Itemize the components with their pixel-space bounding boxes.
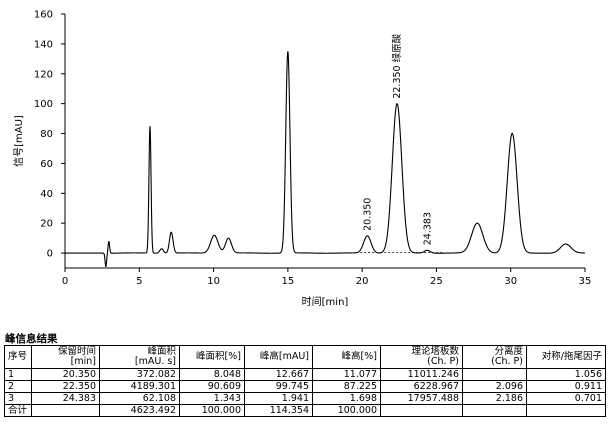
y-tick-label: 80 — [40, 129, 53, 140]
column-header: 理论塔板数 (Ch. P) — [380, 345, 463, 369]
series-line-signal — [65, 51, 586, 267]
column-header-line: 理论塔板数 — [411, 346, 459, 357]
x-tick-label: 20 — [356, 276, 369, 287]
x-tick-label: 0 — [62, 276, 68, 287]
table-cell: 0.911 — [526, 380, 606, 393]
table-cell: 4623.492 — [99, 404, 180, 417]
column-header-line: 峰面积[%] — [196, 351, 241, 362]
table-cell: 合计 — [4, 404, 32, 417]
table-cell: 1 — [4, 368, 32, 381]
table-row: 3 24.383 62.108 1.343 1.941 1.698 17957.488 2.1… — [4, 392, 606, 405]
column-header-line: 峰高[mAU] — [259, 351, 309, 362]
column-header-line: 保留时间 — [57, 346, 96, 357]
column-header-line: 序号 — [8, 351, 28, 362]
peak-label: 22.350 绿原酸 — [391, 33, 403, 98]
y-tick-label: 100 — [34, 99, 53, 110]
column-header-line: 对称/拖尾因子 — [541, 351, 602, 362]
column-header-line: [min] — [70, 356, 96, 367]
chart-axes — [64, 14, 585, 269]
table-cell: 99.745 — [244, 380, 313, 393]
x-tick-label: 10 — [207, 276, 220, 287]
column-header: 对称/拖尾因子 — [526, 345, 606, 369]
column-header: 序号 — [4, 345, 32, 369]
y-tick-label: 140 — [34, 39, 53, 50]
peak-results-table: 序号 保留时间 [min] 峰面积 [mAU. s] 峰面积[%] 峰高[mAU] 峰高[%]… — [4, 345, 606, 417]
table-cell — [31, 404, 100, 417]
column-header: 分离度 (Ch. P) — [462, 345, 527, 369]
y-tick-label: 120 — [34, 69, 53, 80]
table-cell: 22.350 — [31, 380, 100, 393]
chart-ticks: 0 5 10 15 20 25 30 35 0 20 40 60 80 100 120 140 160 — [34, 10, 591, 288]
y-tick-label: 40 — [40, 189, 53, 200]
table-cell: 2.096 — [462, 380, 527, 393]
table-title: 峰信息结果 — [5, 333, 58, 345]
table-cell: 12.667 — [244, 368, 313, 381]
table-cell: 1.056 — [526, 368, 606, 381]
table-cell: 20.350 — [31, 368, 100, 381]
x-tick-label: 25 — [430, 276, 443, 287]
table-cell: 1.698 — [312, 392, 381, 405]
table-cell: 11.077 — [312, 368, 381, 381]
column-header: 峰面积[%] — [179, 345, 245, 369]
table-row: 2 22.350 4189.301 90.609 99.745 87.225 6228.96… — [4, 380, 606, 393]
table-cell: 4189.301 — [99, 380, 180, 393]
x-tick-label: 15 — [281, 276, 294, 287]
table-cell: 87.225 — [312, 380, 381, 393]
table-cell — [462, 368, 527, 381]
table-cell: 90.609 — [179, 380, 245, 393]
table-cell: 372.082 — [99, 368, 180, 381]
column-header: 峰面积 [mAU. s] — [99, 345, 180, 369]
table-cell — [462, 404, 527, 417]
column-header: 峰高[mAU] — [244, 345, 313, 369]
table-cell: 100.000 — [179, 404, 245, 417]
x-axis-label: 时间[min] — [302, 295, 349, 308]
table-cell: 1.941 — [244, 392, 313, 405]
x-tick-label: 30 — [504, 276, 517, 287]
table-cell: 17957.488 — [380, 392, 463, 405]
x-tick-label: 5 — [136, 276, 142, 287]
table-body: 1 20.350 372.082 8.048 12.667 11.077 11011.246… — [4, 368, 606, 417]
column-header-line: (Ch. P) — [427, 356, 459, 367]
table-row: 1 20.350 372.082 8.048 12.667 11.077 11011.246… — [4, 368, 606, 381]
chromatogram-chart: 0 5 10 15 20 25 30 35 0 20 40 60 80 100 120 140 160 20.3… — [13, 10, 591, 309]
peak-labels: 20.350 22.350 绿原酸 24.383 — [362, 33, 433, 245]
y-axis-label: 信号[mAU] — [13, 115, 25, 167]
y-tick-label: 0 — [47, 249, 53, 260]
column-header: 保留时间 [min] — [31, 345, 100, 369]
table-cell: 2 — [4, 380, 32, 393]
peak-label: 24.383 — [422, 212, 433, 245]
column-header-line: [mAU. s] — [134, 356, 176, 367]
y-tick-label: 60 — [40, 159, 53, 170]
y-tick-label: 160 — [34, 10, 53, 21]
table-cell: 6228.967 — [380, 380, 463, 393]
table-cell: 3 — [4, 392, 32, 405]
column-header: 峰高[%] — [312, 345, 381, 369]
table-cell — [526, 404, 606, 417]
table-cell: 11011.246 — [380, 368, 463, 381]
table-cell: 0.701 — [526, 392, 606, 405]
table-row: 合计 4623.492 100.000 114.354 100.000 — [4, 404, 606, 417]
y-tick-label: 20 — [40, 219, 53, 230]
table-cell: 24.383 — [31, 392, 100, 405]
peak-label: 20.350 — [362, 198, 373, 231]
table-cell: 62.108 — [99, 392, 180, 405]
table-header-row: 序号 保留时间 [min] 峰面积 [mAU. s] 峰面积[%] 峰高[mAU] 峰高[%]… — [4, 345, 606, 369]
table-cell: 2.186 — [462, 392, 527, 405]
table-cell — [380, 404, 463, 417]
column-header-line: 峰面积 — [147, 346, 176, 357]
table-cell: 100.000 — [312, 404, 381, 417]
table-cell: 8.048 — [179, 368, 245, 381]
x-tick-label: 35 — [579, 276, 592, 287]
column-header-line: 分离度 — [494, 346, 523, 357]
table-cell: 114.354 — [244, 404, 313, 417]
column-header-line: (Ch. P) — [491, 356, 523, 367]
column-header-line: 峰高[%] — [341, 351, 377, 362]
table-cell: 1.343 — [179, 392, 245, 405]
